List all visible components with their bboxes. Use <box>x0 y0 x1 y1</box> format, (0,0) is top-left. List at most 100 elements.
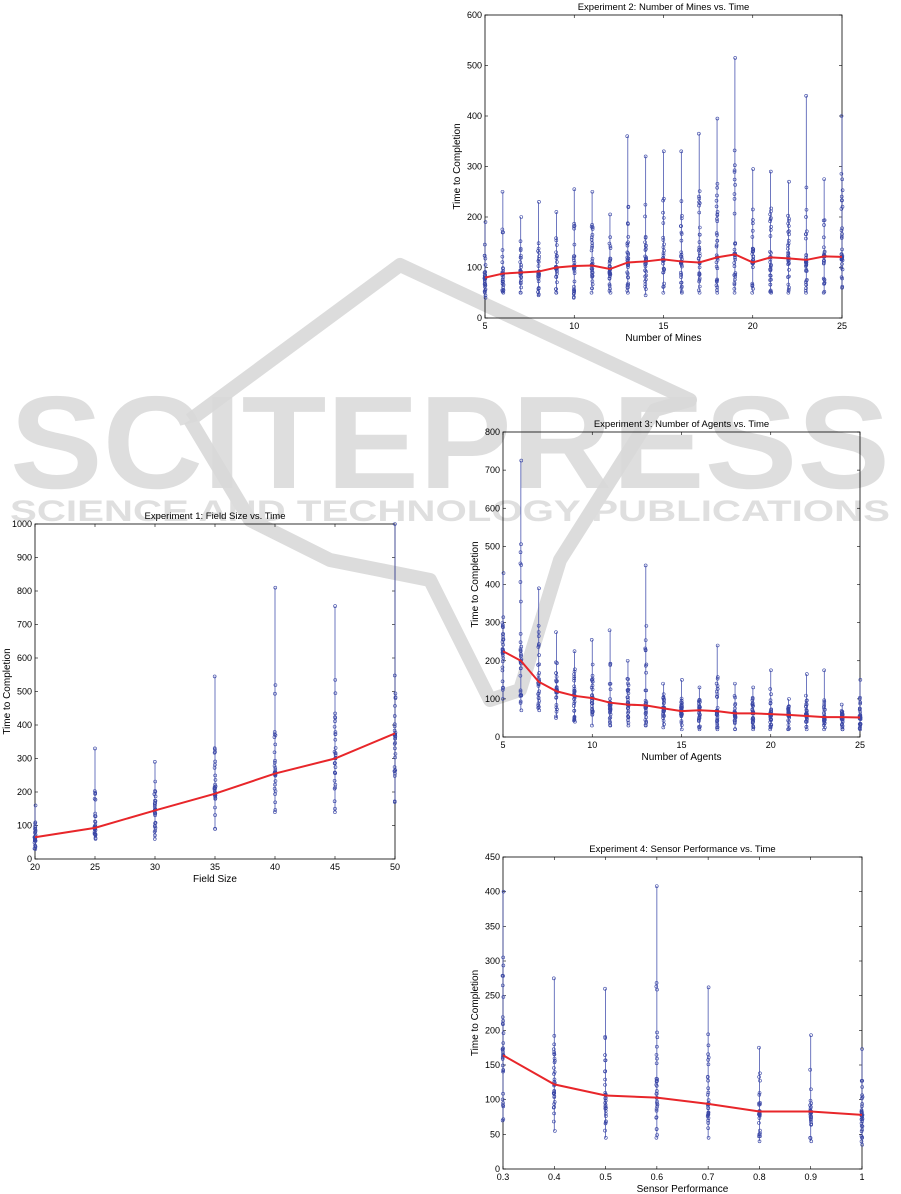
data-point <box>608 212 612 217</box>
data-point <box>332 750 337 754</box>
data-point <box>33 826 37 831</box>
data-point <box>822 704 826 708</box>
data-point <box>552 1095 557 1099</box>
data-point <box>608 235 613 239</box>
data-point <box>392 799 397 804</box>
data-point <box>733 681 737 686</box>
data-point <box>554 630 558 634</box>
data-point <box>608 663 613 667</box>
data-point <box>822 277 827 282</box>
data-point <box>808 1115 813 1119</box>
data-point <box>501 625 505 630</box>
data-point <box>518 239 523 243</box>
data-point <box>590 693 594 697</box>
data-point <box>769 206 773 211</box>
data-point <box>757 1101 761 1106</box>
data-point <box>654 981 659 985</box>
data-point <box>697 685 702 690</box>
data-point <box>482 279 487 284</box>
data-point <box>706 1062 711 1067</box>
data-point <box>483 284 487 289</box>
data-point <box>758 1102 762 1107</box>
data-point <box>572 271 577 275</box>
x-tick-label: 30 <box>150 862 160 872</box>
data-point <box>626 718 630 722</box>
y-tick-label: 100 <box>467 263 482 273</box>
data-point <box>500 1021 505 1026</box>
x-tick-label: 0.8 <box>753 1172 766 1182</box>
y-tick-label: 400 <box>467 111 482 121</box>
data-point <box>603 1103 608 1107</box>
data-point <box>661 251 666 256</box>
data-point <box>822 281 827 286</box>
data-point <box>822 289 827 294</box>
data-point <box>537 586 541 591</box>
data-point <box>750 229 755 233</box>
data-point <box>536 286 541 291</box>
data-point <box>715 212 720 217</box>
data-point <box>858 723 863 727</box>
data-point <box>758 1071 762 1076</box>
data-point <box>536 645 541 649</box>
data-point <box>858 709 863 714</box>
data-point <box>655 1056 659 1061</box>
data-point <box>808 1136 812 1140</box>
data-point <box>859 1108 864 1112</box>
data-point <box>715 238 720 243</box>
data-point <box>590 282 595 287</box>
data-point <box>840 284 845 289</box>
data-point <box>643 282 648 286</box>
data-point <box>697 265 702 270</box>
data-point <box>518 666 523 671</box>
data-point <box>33 828 38 833</box>
data-point <box>679 272 684 277</box>
data-point <box>552 1056 557 1061</box>
data-point <box>273 742 278 747</box>
data-point <box>590 244 595 248</box>
data-point <box>572 289 576 294</box>
y-tick-label: 0 <box>477 313 482 323</box>
data-point <box>554 678 558 683</box>
data-point <box>697 278 702 282</box>
data-point <box>626 205 631 209</box>
y-tick-label: 600 <box>485 503 500 513</box>
data-point <box>333 771 337 775</box>
data-point <box>654 884 659 888</box>
data-point <box>518 248 523 252</box>
data-point <box>715 705 720 710</box>
data-point <box>625 688 630 692</box>
data-point <box>839 234 844 239</box>
data-point <box>519 265 523 269</box>
data-point <box>768 278 772 282</box>
data-point <box>751 254 756 259</box>
data-point <box>768 264 773 269</box>
data-point <box>626 695 630 700</box>
data-point <box>697 704 701 709</box>
data-point <box>551 1047 556 1052</box>
data-point <box>643 154 648 159</box>
data-point <box>805 672 809 676</box>
data-point <box>661 238 666 242</box>
data-point <box>519 215 524 219</box>
data-point <box>839 171 844 176</box>
data-point <box>643 202 648 207</box>
data-point <box>626 677 630 681</box>
data-point <box>552 1042 557 1047</box>
data-point <box>603 1128 607 1133</box>
data-point <box>393 771 397 776</box>
data-point <box>804 232 808 237</box>
data-point <box>643 268 647 273</box>
data-point <box>213 805 217 810</box>
data-point <box>839 265 844 270</box>
data-point <box>697 232 702 237</box>
data-point <box>643 240 647 245</box>
data-point <box>603 1121 608 1126</box>
data-point <box>804 207 809 212</box>
watermark: SCITEPRESS SCIENCE AND TECHNOLOGY PUBLIC… <box>10 258 890 707</box>
data-point <box>273 691 277 696</box>
chart-experiment-3: 5 10 15 20 25 0 100 200 300 400 500 600 700 800 Experi… <box>470 419 865 763</box>
data-point <box>501 1031 506 1035</box>
data-point <box>822 711 826 715</box>
data-point <box>536 663 540 667</box>
data-point <box>768 273 773 278</box>
